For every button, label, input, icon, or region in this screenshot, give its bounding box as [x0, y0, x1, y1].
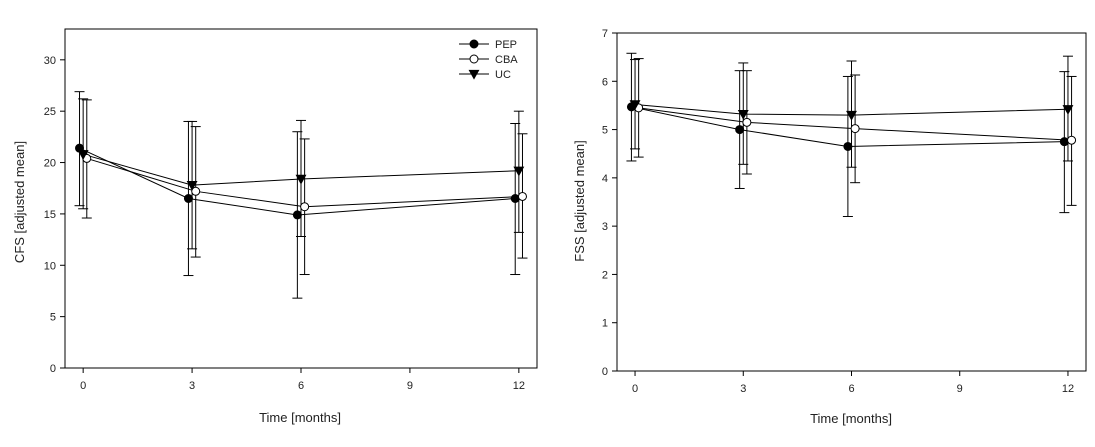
fss-pep-series-line [631, 106, 1065, 147]
cfs-cba-point [517, 191, 527, 201]
fss-y-tick-label: 0 [602, 366, 608, 378]
cfs-uc-point [77, 150, 89, 160]
cfs-y-tick-label: 20 [44, 158, 56, 170]
cfs-y-tick-label: 5 [50, 312, 56, 324]
cfs-chart: 0 5 10 15 20 25 30 0 3 6 9 12 CFS [adjusted mean] T… [12, 28, 538, 425]
fss-uc-point [846, 110, 857, 121]
fss-x-tick-label: 6 [848, 383, 854, 395]
fss-x-tick-label: 3 [740, 383, 746, 395]
cfs-y-axis-title: CFS [adjusted mean] [12, 141, 27, 263]
cfs-x-axis-title: Time [months] [259, 410, 341, 425]
cfs-pep-point [183, 194, 193, 203]
fss-uc-point [629, 100, 641, 111]
fss-pep-point [735, 125, 745, 135]
cfs-cba-series-line [86, 157, 523, 208]
cfs-x-tick-label: 9 [407, 380, 413, 392]
cfs-y-tick-label: 25 [44, 106, 56, 118]
cfs-y-tick-label: 10 [44, 260, 56, 272]
fss-y-tick-label: 7 [602, 28, 608, 40]
fss-x-tick-label: 0 [632, 383, 638, 395]
cfs-pep-point [292, 210, 302, 220]
cfs-x-tick-label: 3 [189, 380, 195, 392]
fss-x-axis-title: Time [months] [810, 411, 892, 426]
fss-uc-series-line [634, 103, 1068, 116]
fss-uc-point [1062, 105, 1074, 115]
legend-pep-label: PEP [495, 39, 517, 51]
fss-y-tick-label: 5 [602, 125, 608, 137]
cfs-pep-point [510, 194, 520, 203]
fss-cba-series-line [638, 107, 1072, 141]
legend-uc-marker [468, 69, 480, 80]
legend-uc-label: UC [495, 69, 511, 81]
fss-pep-point [1059, 137, 1069, 147]
cfs-uc-point [295, 174, 307, 185]
cfs-uc-point [513, 166, 525, 177]
fss-x-tick-label: 9 [957, 383, 963, 395]
fss-cba-point [742, 117, 752, 127]
legend-cba-label: CBA [495, 54, 518, 66]
fss-y-tick-label: 6 [602, 76, 608, 88]
fss-pep-point [843, 141, 853, 151]
cfs-x-tick-label: 0 [80, 380, 86, 392]
fss-cba-point [1067, 135, 1077, 145]
fss-cba-point [850, 124, 860, 134]
cfs-x-tick-label: 12 [513, 380, 525, 392]
cfs-y-tick-label: 15 [44, 209, 56, 221]
cfs-cba-point [191, 186, 201, 196]
fss-uc-point [737, 109, 749, 120]
cfs-y-tick-label: 0 [50, 363, 56, 375]
cfs-cba-point [300, 202, 310, 212]
cfs-uc-point [186, 180, 198, 191]
cfs-x-tick-label: 6 [298, 380, 304, 392]
fss-y-tick-label: 3 [602, 221, 608, 233]
fss-y-tick-label: 1 [602, 318, 608, 330]
cfs-pep-series-line [79, 147, 516, 216]
cfs-uc-series-line [83, 153, 519, 186]
legend-cba-marker [469, 54, 479, 64]
fss-x-tick-label: 12 [1062, 383, 1074, 395]
fss-y-axis-title: FSS [adjusted mean] [572, 140, 587, 261]
fss-y-tick-label: 4 [602, 173, 608, 185]
fss-y-tick-label: 2 [602, 269, 608, 281]
cfs-y-tick-label: 30 [44, 55, 56, 67]
legend-pep-marker [469, 39, 479, 49]
